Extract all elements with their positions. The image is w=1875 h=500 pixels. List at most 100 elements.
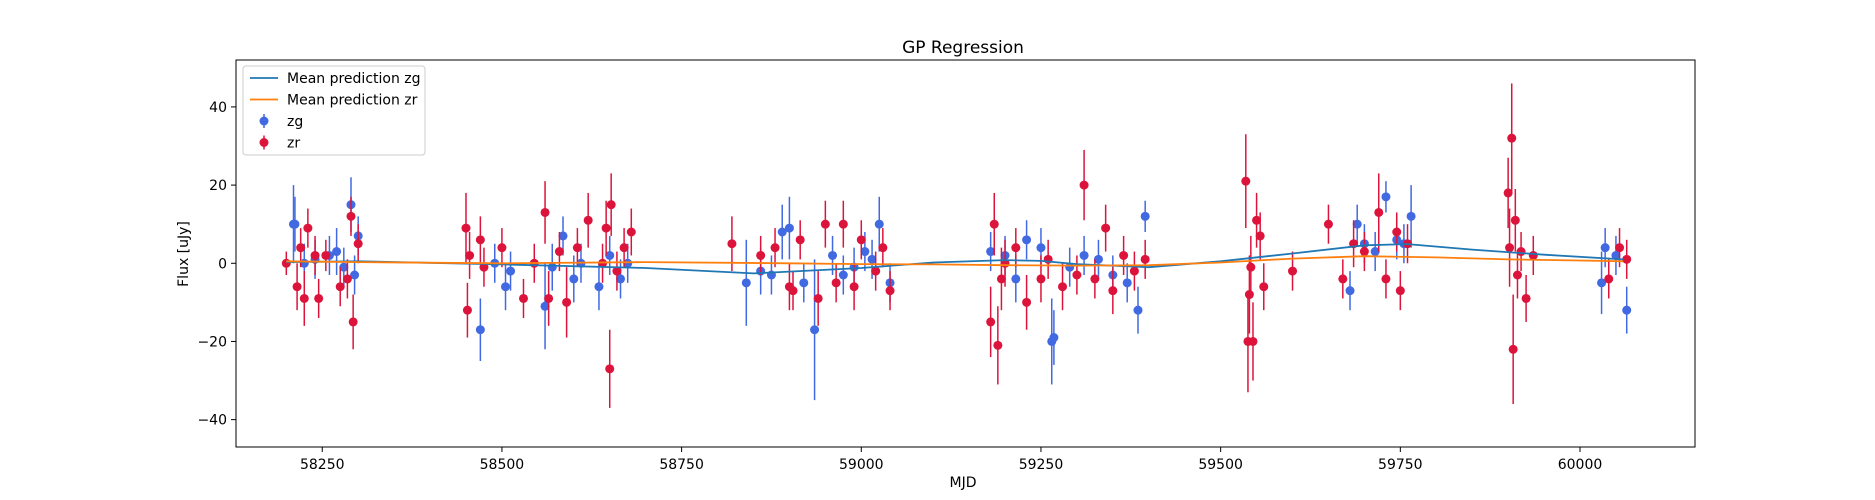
legend-label: zg	[287, 114, 303, 130]
data-point	[465, 250, 475, 260]
data-point	[1011, 274, 1021, 284]
data-point	[296, 243, 306, 253]
legend-label: Mean prediction zg	[287, 71, 421, 87]
data-point	[558, 231, 568, 241]
data-point	[860, 247, 870, 257]
data-point	[810, 325, 820, 335]
y-tick-label: 20	[209, 178, 227, 194]
data-point	[569, 274, 579, 284]
data-point	[1119, 250, 1129, 260]
data-point	[314, 293, 324, 303]
data-point	[292, 282, 302, 292]
data-point	[1241, 176, 1251, 186]
data-point	[605, 364, 615, 374]
data-point	[518, 293, 528, 303]
data-point	[462, 305, 472, 315]
legend-entry: Mean prediction zg	[250, 71, 421, 87]
y-tick-label: 0	[218, 256, 227, 272]
data-point	[828, 250, 838, 260]
data-point	[1244, 290, 1254, 300]
data-point	[838, 219, 848, 229]
data-point	[623, 258, 633, 268]
data-point	[1604, 274, 1614, 284]
data-point	[321, 250, 331, 260]
data-point	[506, 266, 516, 276]
plot-frame	[235, 59, 1696, 448]
data-point	[1528, 250, 1538, 260]
x-tick-label: 58750	[659, 457, 704, 473]
x-tick-label: 58500	[480, 457, 525, 473]
legend-label: zr	[287, 136, 300, 152]
data-point	[1129, 266, 1139, 276]
data-point	[871, 266, 881, 276]
data-point	[986, 317, 996, 327]
data-point	[1101, 223, 1111, 233]
data-point	[989, 219, 999, 229]
data-point	[1079, 250, 1089, 260]
data-point	[1036, 274, 1046, 284]
data-point	[784, 223, 794, 233]
data-point	[770, 243, 780, 253]
legend-entry: zr	[259, 135, 300, 152]
data-points	[281, 83, 1632, 408]
data-point	[1352, 219, 1362, 229]
data-point	[1072, 270, 1082, 280]
y-tick-label: 40	[209, 100, 227, 116]
data-point	[619, 243, 629, 253]
data-point	[727, 239, 737, 249]
data-point	[1611, 250, 1621, 260]
data-point	[813, 293, 823, 303]
data-point	[996, 274, 1006, 284]
data-point	[1140, 254, 1150, 264]
data-point	[342, 274, 352, 284]
data-point	[606, 200, 616, 210]
data-point	[299, 293, 309, 303]
x-tick-label: 60000	[1558, 457, 1603, 473]
data-point	[1615, 243, 1625, 253]
data-point	[1248, 336, 1258, 346]
data-point	[348, 317, 358, 327]
chart-title: GP Regression	[902, 38, 1024, 58]
data-point	[1246, 262, 1256, 272]
data-point	[795, 235, 805, 245]
data-point	[1516, 247, 1526, 257]
data-point	[986, 247, 996, 257]
y-axis-ticks: −40 −20 0 20 40	[197, 100, 236, 429]
x-tick-label: 59250	[1019, 457, 1064, 473]
data-point	[1079, 180, 1089, 190]
data-point	[475, 325, 485, 335]
data-point	[1255, 231, 1265, 241]
data-point	[501, 282, 511, 292]
data-point	[1510, 215, 1520, 225]
data-point	[339, 262, 349, 272]
data-point	[1259, 282, 1269, 292]
data-point	[1036, 243, 1046, 253]
data-point	[1022, 235, 1032, 245]
legend-entry: zg	[259, 114, 303, 130]
data-point	[554, 247, 564, 257]
data-point	[1323, 219, 1333, 229]
data-point	[332, 247, 342, 257]
data-point	[756, 250, 766, 260]
data-point	[303, 223, 313, 233]
data-point	[788, 286, 798, 296]
data-point	[540, 301, 550, 311]
data-point	[1622, 254, 1632, 264]
data-point	[874, 219, 884, 229]
data-point	[1622, 305, 1632, 315]
data-point	[1011, 243, 1021, 253]
data-point	[1395, 286, 1405, 296]
data-point	[583, 215, 593, 225]
x-tick-label: 59000	[839, 457, 884, 473]
y-tick-label: −40	[197, 413, 227, 429]
data-point	[1022, 297, 1032, 307]
data-point	[1122, 278, 1132, 288]
data-point	[350, 270, 360, 280]
data-point	[993, 340, 1003, 350]
data-point	[1090, 274, 1100, 284]
data-point	[1345, 286, 1355, 296]
plot-area	[236, 60, 1695, 447]
line-mean-prediction-zr	[286, 255, 1624, 267]
y-tick-label: −20	[197, 334, 227, 350]
data-point	[544, 293, 554, 303]
